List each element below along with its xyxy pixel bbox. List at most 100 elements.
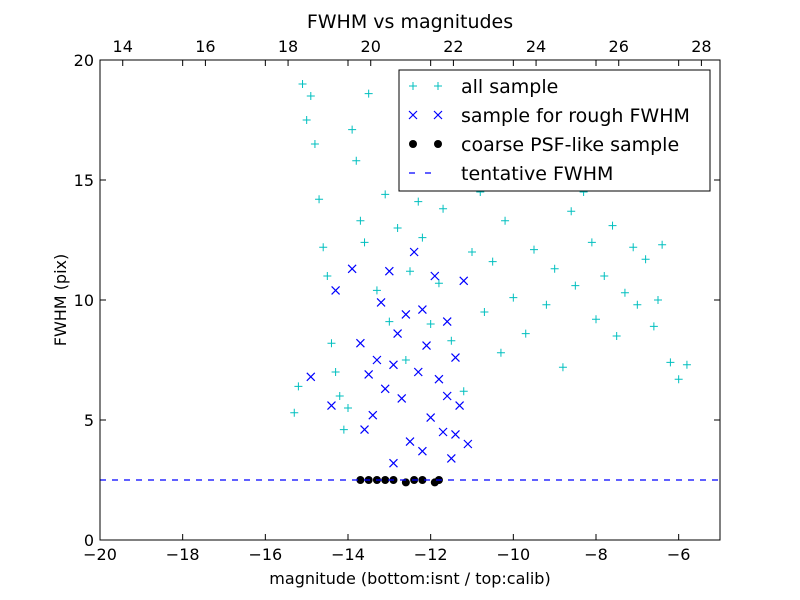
data-point bbox=[501, 216, 510, 225]
data-point bbox=[389, 360, 398, 370]
data-point bbox=[327, 401, 336, 411]
data-point bbox=[592, 315, 600, 324]
data-point bbox=[488, 257, 497, 266]
data-point bbox=[629, 243, 638, 252]
bottom-axis: −20 −18 −16 −14 −12 −10 −8 −6 bbox=[83, 60, 690, 564]
y-tick-label: 20 bbox=[74, 51, 94, 70]
data-point bbox=[417, 446, 427, 456]
data-point bbox=[335, 392, 344, 400]
data-point bbox=[666, 358, 675, 367]
data-point bbox=[600, 272, 609, 280]
y-tick-label: 10 bbox=[74, 291, 94, 310]
data-point bbox=[442, 391, 452, 401]
plot-area bbox=[100, 80, 720, 487]
x-axis-title: magnitude (bottom:isnt / top:calib) bbox=[269, 569, 550, 588]
data-point bbox=[352, 156, 361, 165]
legend-entry: all sample bbox=[409, 76, 558, 98]
data-point bbox=[406, 267, 414, 276]
data-point bbox=[306, 92, 315, 100]
data-point bbox=[401, 356, 410, 364]
data-point bbox=[360, 238, 369, 247]
legend: all sample sample for rough FWHM coarse PS… bbox=[398, 69, 711, 192]
data-point bbox=[290, 408, 299, 417]
x-tick-label: −6 bbox=[667, 545, 691, 564]
data-point bbox=[414, 197, 423, 206]
data-point bbox=[315, 195, 324, 204]
data-point bbox=[426, 320, 435, 328]
data-point bbox=[393, 329, 403, 339]
legend-marker bbox=[409, 82, 417, 90]
data-point bbox=[302, 116, 311, 124]
data-point bbox=[608, 221, 617, 230]
data-point bbox=[463, 439, 473, 449]
data-point bbox=[393, 224, 402, 232]
legend-marker bbox=[434, 82, 442, 90]
data-point bbox=[459, 387, 468, 396]
data-point bbox=[327, 339, 336, 348]
data-point bbox=[360, 425, 369, 435]
x-tick-label: −14 bbox=[331, 545, 365, 564]
data-point bbox=[347, 264, 357, 274]
data-point bbox=[364, 369, 374, 379]
data-point bbox=[376, 297, 386, 307]
top-tick-label: 24 bbox=[526, 37, 546, 56]
data-point bbox=[384, 266, 394, 276]
y-tick-label: 5 bbox=[84, 411, 94, 430]
x-tick-label: −18 bbox=[166, 545, 200, 564]
legend-box bbox=[398, 69, 711, 192]
chart-title: FWHM vs magnitudes bbox=[307, 11, 513, 33]
x-tick-label: −10 bbox=[496, 545, 530, 564]
data-point bbox=[405, 437, 415, 447]
x-tick-label: −8 bbox=[584, 545, 608, 564]
legend-marker bbox=[408, 110, 418, 120]
legend-entry: tentative FWHM bbox=[409, 163, 613, 185]
data-point bbox=[558, 363, 567, 372]
data-point bbox=[509, 293, 518, 302]
data-point bbox=[468, 248, 476, 256]
left-axis: 0 5 10 15 20 bbox=[74, 51, 720, 550]
data-point bbox=[397, 393, 407, 403]
data-point bbox=[550, 264, 559, 273]
legend-label: tentative FWHM bbox=[461, 163, 613, 185]
data-point bbox=[438, 427, 448, 437]
data-point bbox=[434, 279, 443, 288]
data-point bbox=[451, 429, 460, 439]
data-point bbox=[455, 401, 465, 411]
data-point bbox=[430, 271, 440, 281]
data-point bbox=[306, 372, 316, 382]
plot-marks bbox=[100, 80, 720, 487]
data-point bbox=[356, 476, 365, 484]
data-point bbox=[682, 360, 691, 369]
data-point bbox=[344, 404, 352, 412]
legend-marker bbox=[434, 140, 442, 148]
data-point bbox=[620, 288, 629, 297]
top-tick-label: 14 bbox=[113, 37, 133, 56]
data-point bbox=[442, 317, 452, 327]
data-point bbox=[413, 367, 423, 377]
data-point bbox=[339, 425, 348, 434]
data-point bbox=[434, 374, 444, 384]
data-point bbox=[355, 338, 365, 348]
data-point bbox=[385, 317, 394, 326]
data-point bbox=[319, 243, 328, 252]
data-point bbox=[674, 375, 683, 384]
top-tick-label: 20 bbox=[361, 37, 381, 56]
data-point bbox=[372, 355, 382, 365]
x-tick-label: −16 bbox=[248, 545, 282, 564]
legend-marker bbox=[409, 140, 417, 148]
data-point bbox=[364, 89, 373, 98]
legend-entry: coarse PSF-like sample bbox=[409, 134, 679, 156]
data-point bbox=[331, 285, 341, 295]
data-point bbox=[380, 384, 390, 394]
data-point bbox=[381, 190, 390, 199]
data-point bbox=[418, 233, 427, 242]
data-point bbox=[331, 368, 340, 376]
data-point bbox=[649, 322, 658, 331]
data-point bbox=[389, 458, 398, 468]
legend-label: all sample bbox=[461, 76, 558, 98]
data-point bbox=[654, 296, 662, 304]
y-tick-label: 0 bbox=[84, 531, 94, 550]
top-tick-label: 18 bbox=[278, 37, 298, 56]
legend-marker bbox=[433, 110, 443, 120]
